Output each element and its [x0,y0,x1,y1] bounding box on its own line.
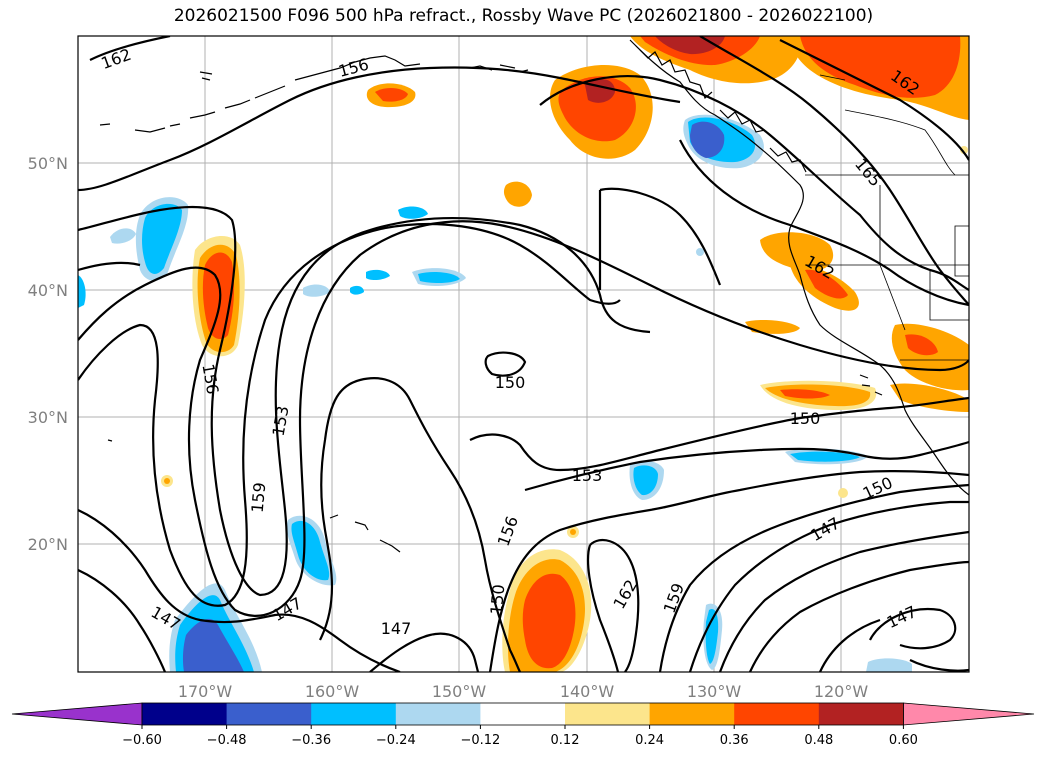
lon-label-120w: 120°W [814,682,869,701]
lat-label-30n: 30°N [28,408,68,427]
lon-label-140w: 140°W [560,682,615,701]
colorbar-bin [311,703,397,725]
colorbar-extend-high [903,702,1035,726]
contour-label: 150 [495,373,526,392]
colorbar-tick-label: 0.24 [635,733,664,748]
map-frame [77,35,970,673]
lon-label-130w: 130°W [687,682,742,701]
colorbar-bin [565,703,651,725]
colorbar: −0.60 −0.48 −0.36 −0.24 −0.12 0.12 0.24 0.36 0.4… [11,702,1035,748]
colorbar-tick-label: −0.12 [460,733,500,748]
colorbar-bin [734,703,820,725]
latitude-labels: 50°N 40°N 30°N 20°N [28,154,68,554]
colorbar-outline [141,702,904,726]
map-title: 2026021500 F096 500 hPa refract., Rossby… [173,6,874,26]
lat-label-40n: 40°N [28,281,68,300]
contour-label: 153 [572,466,603,485]
lat-label-50n: 50°N [28,154,68,173]
colorbar-extend-low [11,702,143,726]
lon-label-150w: 150°W [432,682,487,701]
negative-anomaly-shading [78,114,912,672]
map-content: 162 156 156 153 159 150 153 150 165 162 … [78,36,969,672]
colorbar-tick-label: 0.48 [804,733,833,748]
colorbar-tick-label: −0.36 [291,733,331,748]
positive-anomaly-shading [161,36,969,672]
colorbar-tick-label: −0.60 [122,733,162,748]
colorbar-tick-label: −0.24 [376,733,416,748]
contour-label: 159 [248,481,270,513]
colorbar-tick-label: 0.36 [720,733,749,748]
lon-label-160w: 160°W [305,682,360,701]
lon-label-170w: 170°W [178,682,233,701]
colorbar-bin [649,703,735,725]
colorbar-bin [395,703,481,725]
colorbar-bin [818,703,904,725]
colorbar-tick-label: −0.48 [207,733,247,748]
political-borders [805,74,969,361]
colorbar-tick-label: 0.60 [889,733,918,748]
contour-label: 150 [487,583,509,615]
lat-label-20n: 20°N [28,535,68,554]
longitude-labels: 170°W 160°W 150°W 140°W 130°W 120°W [178,682,869,701]
colorbar-tick-label: 0.12 [551,733,580,748]
colorbar-bin [480,703,566,725]
contour-label: 147 [381,619,412,638]
colorbar-bin [226,703,312,725]
contour-label: 150 [790,409,821,428]
colorbar-bin [142,703,228,725]
refractivity-contours [78,36,969,672]
